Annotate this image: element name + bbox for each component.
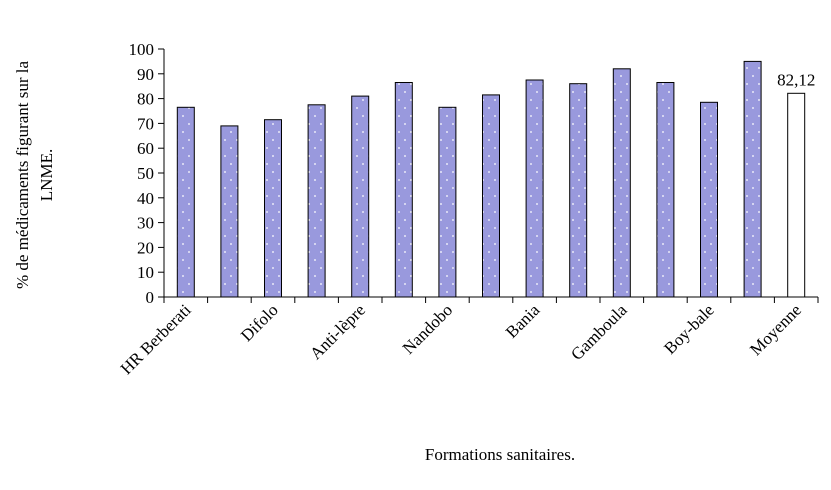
bar	[351, 95, 370, 298]
bar	[482, 94, 500, 298]
x-tick-label: HR Berberati	[117, 300, 195, 378]
bar	[612, 68, 631, 298]
bar	[569, 83, 588, 298]
y-axis-label-line1: % de médicaments figurant sur la	[13, 61, 32, 289]
x-tick-label: Nandobo	[399, 300, 457, 358]
y-tick-label: 100	[129, 40, 155, 59]
y-tick-label: 80	[137, 90, 154, 109]
data-label: 82,12	[777, 70, 815, 89]
x-tick-label: Moyenne	[746, 300, 805, 359]
bar	[176, 106, 195, 298]
x-tick-label: Bania	[502, 300, 544, 342]
y-tick-label: 50	[137, 164, 154, 183]
y-tick-label: 70	[137, 114, 154, 133]
bar	[438, 106, 457, 298]
data-labels: 82,12	[777, 70, 815, 89]
y-tick-label: 10	[137, 263, 154, 282]
bars	[176, 60, 806, 298]
x-tick-label: Boy-bale	[660, 300, 718, 358]
bar	[220, 125, 239, 298]
x-tick-label: Difolo	[237, 300, 282, 345]
bar-moyenne	[787, 92, 806, 298]
y-tick-label: 90	[137, 65, 154, 84]
y-axis-label: % de médicaments figurant sur la LNME.	[13, 61, 56, 289]
y-tick-label: 20	[137, 238, 154, 257]
y-axis-label-line2: LNME.	[37, 149, 56, 201]
y-axis: 0 10 20 30 40 50 60 70 80 90 100	[129, 40, 165, 307]
bar	[394, 82, 413, 298]
y-tick-label: 60	[137, 139, 154, 158]
y-tick-label: 40	[137, 189, 154, 208]
bar	[743, 60, 762, 298]
y-tick-label: 30	[137, 214, 154, 233]
bar	[656, 82, 675, 298]
x-tick-label: Gamboula	[567, 300, 631, 364]
x-axis-label: Formations sanitaires.	[425, 445, 575, 464]
bar	[525, 79, 544, 298]
bar	[264, 119, 282, 298]
y-tick-label: 0	[146, 288, 155, 307]
x-tick-label: Anti-lèpre	[306, 300, 369, 363]
bar	[307, 104, 326, 298]
x-axis: HR Berberati Difolo Anti-lèpre Nandobo Bania…	[117, 296, 819, 378]
bar	[700, 101, 718, 298]
